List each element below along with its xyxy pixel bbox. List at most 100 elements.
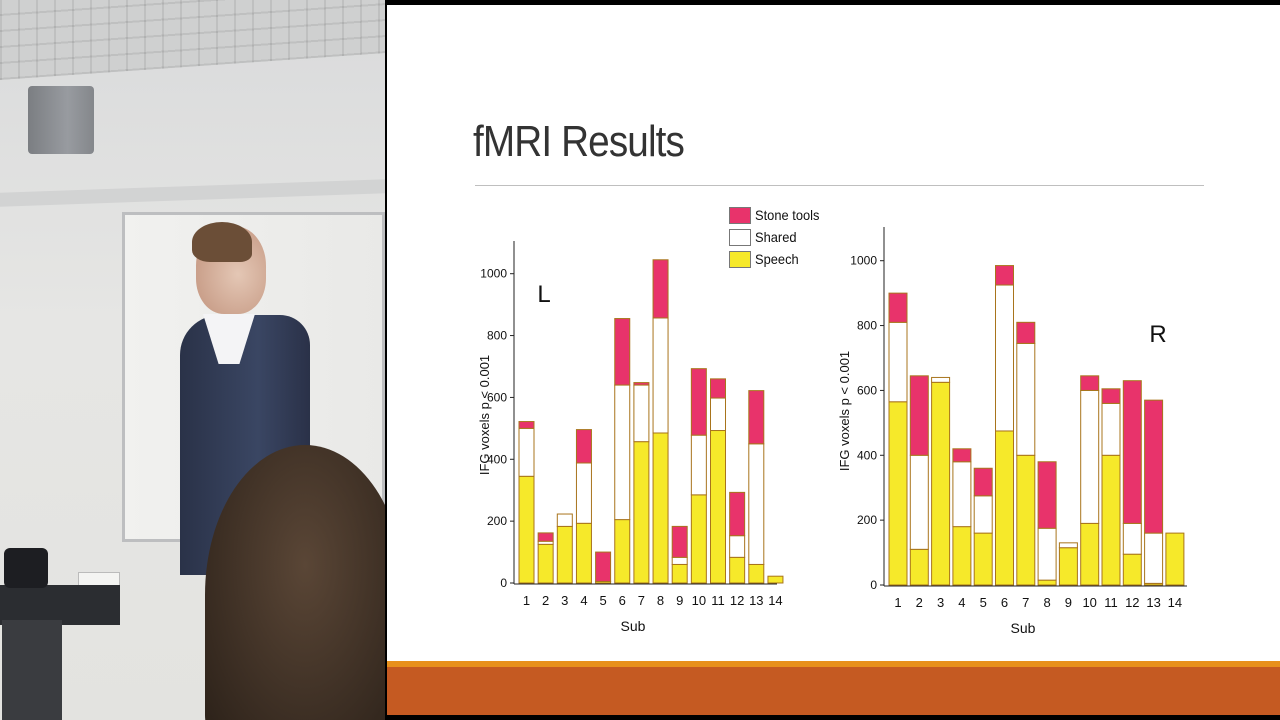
slide-footer-bar (387, 661, 1280, 715)
bar-speech-sub-11 (1101, 454, 1121, 586)
bar-speech-sub-11 (710, 430, 726, 584)
y-tick-label: 0 (500, 576, 507, 590)
bar-shared-sub-6 (995, 284, 1014, 432)
bar-speech-sub-5 (973, 532, 993, 586)
bar-shared-sub-3 (931, 376, 951, 383)
bar-shared-sub-13 (1144, 532, 1164, 584)
x-tick-label: 9 (676, 593, 683, 608)
x-tick-label: 14 (1168, 595, 1182, 610)
x-tick-label: 11 (711, 593, 725, 608)
bar-speech-sub-1 (888, 401, 908, 586)
bar-stone-tools-sub-8 (1037, 461, 1057, 529)
bar-shared-sub-10 (1080, 389, 1100, 524)
bar-stone-tools-sub-9 (671, 525, 688, 558)
presenter-hair (192, 222, 252, 262)
bar-stone-tools-sub-8 (652, 259, 669, 319)
bar-shared-sub-11 (710, 397, 726, 432)
x-tick-label: 4 (580, 593, 587, 608)
bar-speech-sub-12 (729, 556, 746, 584)
y-tick-label: 1000 (480, 267, 507, 281)
wall-rail (0, 179, 385, 207)
x-tick-label: 8 (657, 593, 664, 608)
x-tick-label: 9 (1065, 595, 1072, 610)
bar-speech-sub-1 (518, 475, 535, 584)
bar-shared-sub-8 (1037, 527, 1057, 581)
x-tick-label: 11 (1104, 595, 1118, 610)
bar-shared-sub-5 (973, 495, 993, 534)
x-axis-label: Sub (621, 618, 646, 634)
audience-head (205, 445, 385, 720)
bar-speech-sub-2 (537, 543, 554, 584)
bar-stone-tools-sub-4 (575, 429, 592, 464)
bar-speech-sub-6 (995, 430, 1014, 586)
bar-speech-sub-3 (931, 381, 951, 586)
bar-shared-sub-12 (1122, 522, 1142, 555)
bar-stone-tools-sub-5 (595, 551, 612, 582)
x-tick-label: 1 (894, 595, 901, 610)
x-axis-label: Sub (1011, 620, 1036, 636)
bar-speech-sub-7 (1016, 454, 1036, 586)
bar-stone-tools-sub-13 (748, 390, 765, 445)
bar-stone-tools-sub-11 (710, 378, 726, 399)
y-tick-label: 800 (857, 319, 877, 333)
y-tick-label: 400 (857, 448, 877, 462)
bar-shared-sub-4 (575, 462, 592, 524)
x-tick-label: 2 (916, 595, 923, 610)
bar-stone-tools-sub-6 (614, 318, 631, 386)
x-tick-label: 10 (692, 593, 706, 608)
bar-shared-sub-2 (909, 454, 929, 550)
x-tick-label: 6 (619, 593, 626, 608)
bar-shared-sub-1 (518, 427, 535, 477)
bar-speech-sub-9 (671, 563, 688, 584)
x-tick-label: 1 (523, 593, 530, 608)
bar-shared-sub-9 (1058, 542, 1078, 549)
bar-stone-tools-sub-2 (537, 532, 554, 542)
x-tick-label: 2 (542, 593, 549, 608)
y-tick-label: 200 (487, 514, 507, 528)
x-tick-label: 6 (1001, 595, 1008, 610)
x-tick-label: 7 (638, 593, 645, 608)
bar-stone-tools-sub-7 (633, 382, 650, 386)
bar-stone-tools-sub-1 (518, 421, 535, 429)
bar-stone-tools-sub-5 (973, 467, 993, 497)
bar-shared-sub-8 (652, 317, 669, 434)
wall-speaker (28, 86, 94, 154)
bar-stone-tools-sub-2 (909, 375, 929, 456)
bar-stone-tools-sub-13 (1144, 399, 1164, 534)
x-tick-label: 13 (1146, 595, 1160, 610)
y-tick-label: 800 (487, 329, 507, 343)
bar-shared-sub-4 (952, 461, 972, 528)
bar-stone-tools-sub-10 (1080, 375, 1100, 391)
panel-label: R (1149, 321, 1166, 348)
wall-socket (78, 572, 120, 586)
bar-speech-sub-3 (556, 525, 573, 584)
bar-shared-sub-10 (690, 434, 707, 496)
legend-label-stone-tools: Stone tools (755, 207, 820, 223)
x-tick-label: 13 (749, 593, 763, 608)
y-axis-label: IFG voxels p < 0.001 (477, 355, 492, 475)
panel-label: L (537, 281, 550, 308)
bar-speech-sub-7 (633, 441, 650, 584)
bar-speech-sub-14 (1165, 532, 1185, 586)
bar-shared-sub-1 (888, 321, 908, 403)
title-divider (475, 185, 1204, 186)
bar-speech-sub-12 (1122, 553, 1142, 586)
bar-speech-sub-4 (952, 526, 972, 586)
x-tick-label: 10 (1082, 595, 1096, 610)
slide-title: fMRI Results (473, 117, 685, 166)
bar-shared-sub-13 (748, 443, 765, 565)
y-tick-label: 600 (857, 383, 877, 397)
bar-stone-tools-sub-1 (888, 292, 908, 323)
x-tick-label: 7 (1022, 595, 1029, 610)
bar-speech-sub-8 (652, 432, 669, 584)
x-tick-label: 12 (730, 593, 744, 608)
desk (0, 585, 120, 625)
bar-speech-sub-10 (690, 494, 707, 584)
presentation-slide: fMRI Results 0 200 400 600 800 1000 1 2 3 4 5 6 7 8 9 1… (387, 5, 1280, 715)
y-tick-label: 600 (487, 390, 507, 404)
legend-label-shared: Shared (755, 229, 797, 245)
bar-speech-sub-8 (1037, 579, 1057, 586)
slide-footer-accent (387, 661, 1280, 667)
camera-view (0, 0, 385, 720)
